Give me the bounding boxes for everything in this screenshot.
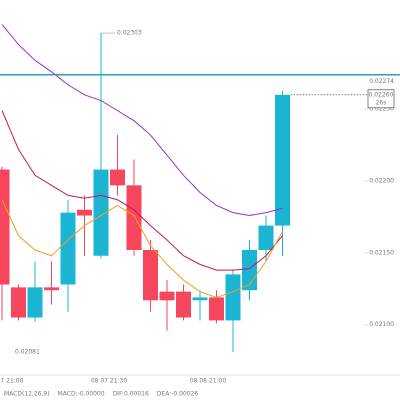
max-label: 0.02303 (117, 30, 142, 37)
indicator-label: DIF:0.00016 (113, 391, 149, 398)
candle-body (77, 209, 92, 216)
candle-body (27, 287, 43, 318)
ma-line (1, 24, 283, 217)
candle-body (209, 297, 224, 321)
candle-body (44, 287, 59, 291)
indicator-label: DEA:-0.00026 (157, 391, 199, 398)
x-tick-label: 08 07 21:30 (91, 378, 128, 385)
ma-line (1, 110, 283, 271)
candle-body (159, 291, 175, 301)
candle-body (126, 185, 142, 250)
candle-body (60, 212, 76, 285)
y-tick-label: 0.02150 (369, 249, 394, 256)
candle-body (0, 169, 10, 285)
y-tick-label: 0.02200 (369, 178, 394, 185)
candle-body (143, 250, 158, 301)
candle-body (11, 287, 26, 318)
x-tick-label: 08 08 21:00 (190, 378, 227, 385)
candle-body (242, 250, 257, 291)
close-box (367, 89, 395, 109)
last-price-label: 0.02274 (369, 78, 394, 85)
candle-body (110, 169, 125, 186)
y-tick-label: 0.02100 (369, 321, 394, 328)
candle-body (192, 297, 208, 301)
candle-body (176, 291, 191, 318)
candle-body (93, 169, 109, 256)
y-tick-label: 0.02250 (369, 106, 394, 113)
ma-line (1, 199, 283, 298)
candle-body (225, 274, 241, 321)
candle-body (275, 94, 290, 226)
x-tick-label: 07 21:00 (0, 378, 24, 385)
close-label: 0.02260 (369, 91, 394, 98)
countdown: 26s (376, 99, 387, 106)
indicator-label: MACD:-0.00000 (58, 391, 105, 398)
indicator-label: MACD(12,26,9) (4, 391, 50, 398)
min-label: 0.02081 (15, 349, 40, 356)
candle-body (258, 225, 274, 250)
